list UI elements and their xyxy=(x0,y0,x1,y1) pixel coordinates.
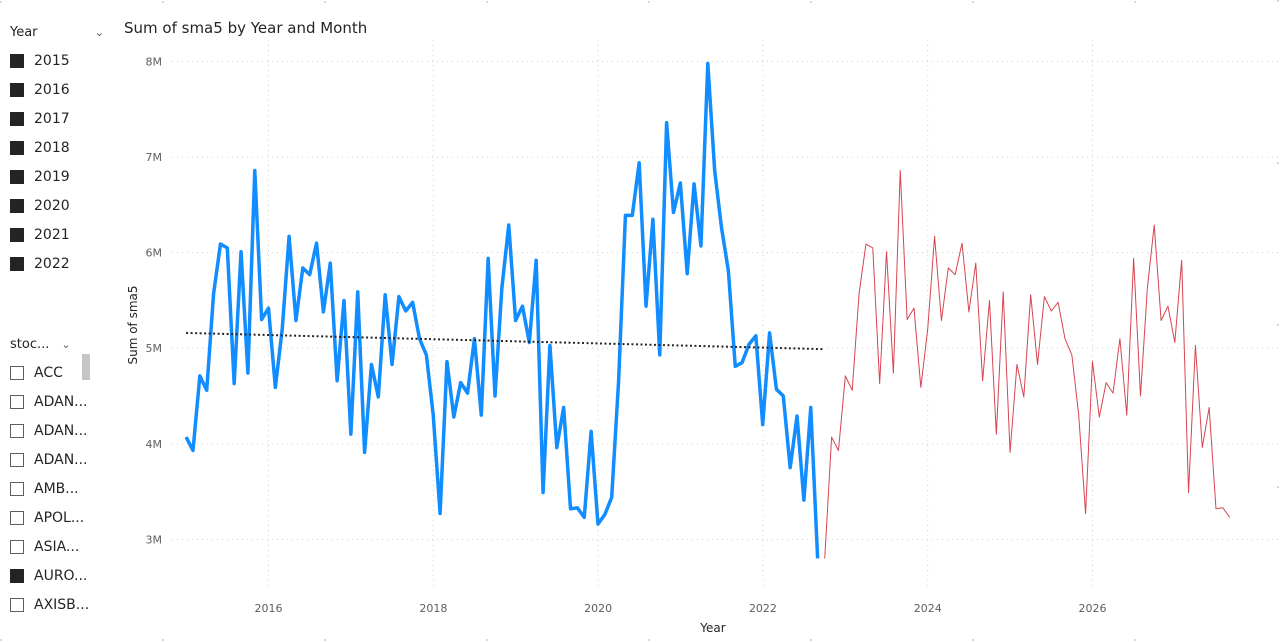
y-tick-label: 5M xyxy=(146,342,163,355)
year-slicer-item-label: 2018 xyxy=(34,139,70,156)
chevron-down-icon[interactable]: ⌄ xyxy=(61,337,71,351)
x-tick-label: 2024 xyxy=(914,602,942,615)
checkbox-checked-icon[interactable] xyxy=(10,256,24,271)
checkbox-unchecked-icon[interactable] xyxy=(10,394,24,409)
checkbox-unchecked-icon[interactable] xyxy=(10,510,24,525)
checkbox-unchecked-icon[interactable] xyxy=(10,481,24,496)
stock-slicer-item-label: ADAN... xyxy=(34,451,88,468)
y-axis-title: Sum of sma5 xyxy=(126,285,140,364)
stock-slicer-scrollbar[interactable] xyxy=(82,354,90,380)
x-axis-title: Year xyxy=(699,621,725,635)
x-tick-label: 2016 xyxy=(255,602,283,615)
year-slicer-header[interactable]: Year ⌄ xyxy=(0,18,112,46)
stock-slicer-item-label: ACC xyxy=(34,364,63,381)
year-slicer-item[interactable]: 2018 xyxy=(0,133,112,162)
checkbox-checked-icon[interactable] xyxy=(10,111,24,126)
year-slicer-item-label: 2016 xyxy=(34,81,70,98)
checkbox-unchecked-icon[interactable] xyxy=(10,597,24,612)
year-slicer-item[interactable]: 2017 xyxy=(0,104,112,133)
stock-slicer-item[interactable]: AXISB... xyxy=(0,590,112,619)
x-tick-label: 2026 xyxy=(1079,602,1107,615)
y-tick-label: 6M xyxy=(146,247,163,260)
stock-slicer-item-label: AMB... xyxy=(34,480,79,497)
year-slicer-item[interactable]: 2015 xyxy=(0,46,112,75)
trend-series-line xyxy=(186,331,825,351)
year-slicer-item[interactable]: 2021 xyxy=(0,220,112,249)
checkbox-checked-icon[interactable] xyxy=(10,82,24,97)
stock-slicer-item[interactable]: ADAN... xyxy=(0,445,112,474)
year-slicer-item[interactable]: 2016 xyxy=(0,75,112,104)
x-tick-label: 2018 xyxy=(419,602,447,615)
checkbox-checked-icon[interactable] xyxy=(10,169,24,184)
checkbox-unchecked-icon[interactable] xyxy=(10,423,24,438)
checkbox-checked-icon[interactable] xyxy=(10,227,24,242)
y-tick-label: 3M xyxy=(146,533,163,546)
checkbox-checked-icon[interactable] xyxy=(10,568,24,583)
year-slicer-item-label: 2020 xyxy=(34,197,70,214)
year-slicer-item[interactable]: 2020 xyxy=(0,191,112,220)
checkbox-unchecked-icon[interactable] xyxy=(10,365,24,380)
chart-title: Sum of sma5 by Year and Month xyxy=(124,19,368,37)
y-tick-label: 4M xyxy=(146,438,163,451)
year-slicer-list: 2015 2016 2017 2018 2019 2020 2021 2022 xyxy=(0,46,112,278)
stock-slicer-item-label: APOL... xyxy=(34,509,85,526)
y-tick-label: 7M xyxy=(146,151,163,164)
year-slicer-item-label: 2022 xyxy=(34,255,70,272)
actual-series-line xyxy=(184,61,820,559)
stock-slicer-item[interactable]: APOL... xyxy=(0,503,112,532)
checkbox-checked-icon[interactable] xyxy=(10,53,24,68)
year-slicer-item-label: 2017 xyxy=(34,110,70,127)
year-slicer-item[interactable]: 2019 xyxy=(0,162,112,191)
stock-slicer-item-label: ADAN... xyxy=(34,393,88,410)
stock-slicer: stoc... ⌄ ACC ADAN... ADAN... ADAN... AMB...… xyxy=(0,330,112,626)
stock-slicer-item[interactable]: ACC xyxy=(0,358,112,387)
checkbox-checked-icon[interactable] xyxy=(10,140,24,155)
stock-slicer-item[interactable]: AURO... xyxy=(0,561,112,590)
checkbox-unchecked-icon[interactable] xyxy=(10,539,24,554)
chevron-down-icon[interactable]: ⌄ xyxy=(94,25,104,39)
checkbox-checked-icon[interactable] xyxy=(10,198,24,213)
stock-slicer-item-label: AXISB... xyxy=(34,596,90,613)
stock-slicer-header[interactable]: stoc... ⌄ xyxy=(0,330,112,358)
stock-slicer-title: stoc... xyxy=(10,336,50,352)
stock-slicer-item-label: ASIA... xyxy=(34,538,80,555)
y-tick-label: 8M xyxy=(146,56,163,69)
year-slicer-item-label: 2019 xyxy=(34,168,70,185)
stock-slicer-item[interactable]: ASIA... xyxy=(0,532,112,561)
stock-slicer-item[interactable]: ADAN... xyxy=(0,416,112,445)
stock-slicer-list: ACC ADAN... ADAN... ADAN... AMB... APOL... ASI… xyxy=(0,358,112,619)
stock-slicer-item[interactable]: ADAN... xyxy=(0,387,112,416)
stock-slicer-item-label: ADAN... xyxy=(34,422,88,439)
checkbox-unchecked-icon[interactable] xyxy=(10,452,24,467)
x-tick-label: 2020 xyxy=(584,602,612,615)
stock-slicer-item-label: AURO... xyxy=(34,567,88,584)
x-tick-label: 2022 xyxy=(749,602,777,615)
forecast-series-line xyxy=(824,169,1231,559)
year-slicer: Year ⌄ 2015 2016 2017 2018 2019 2020 2021 2022 xyxy=(0,18,112,278)
year-slicer-item-label: 2015 xyxy=(34,52,70,69)
year-slicer-item-label: 2021 xyxy=(34,226,70,243)
year-slicer-item[interactable]: 2022 xyxy=(0,249,112,278)
year-slicer-title: Year xyxy=(10,24,38,40)
stock-slicer-item[interactable]: AMB... xyxy=(0,474,112,503)
